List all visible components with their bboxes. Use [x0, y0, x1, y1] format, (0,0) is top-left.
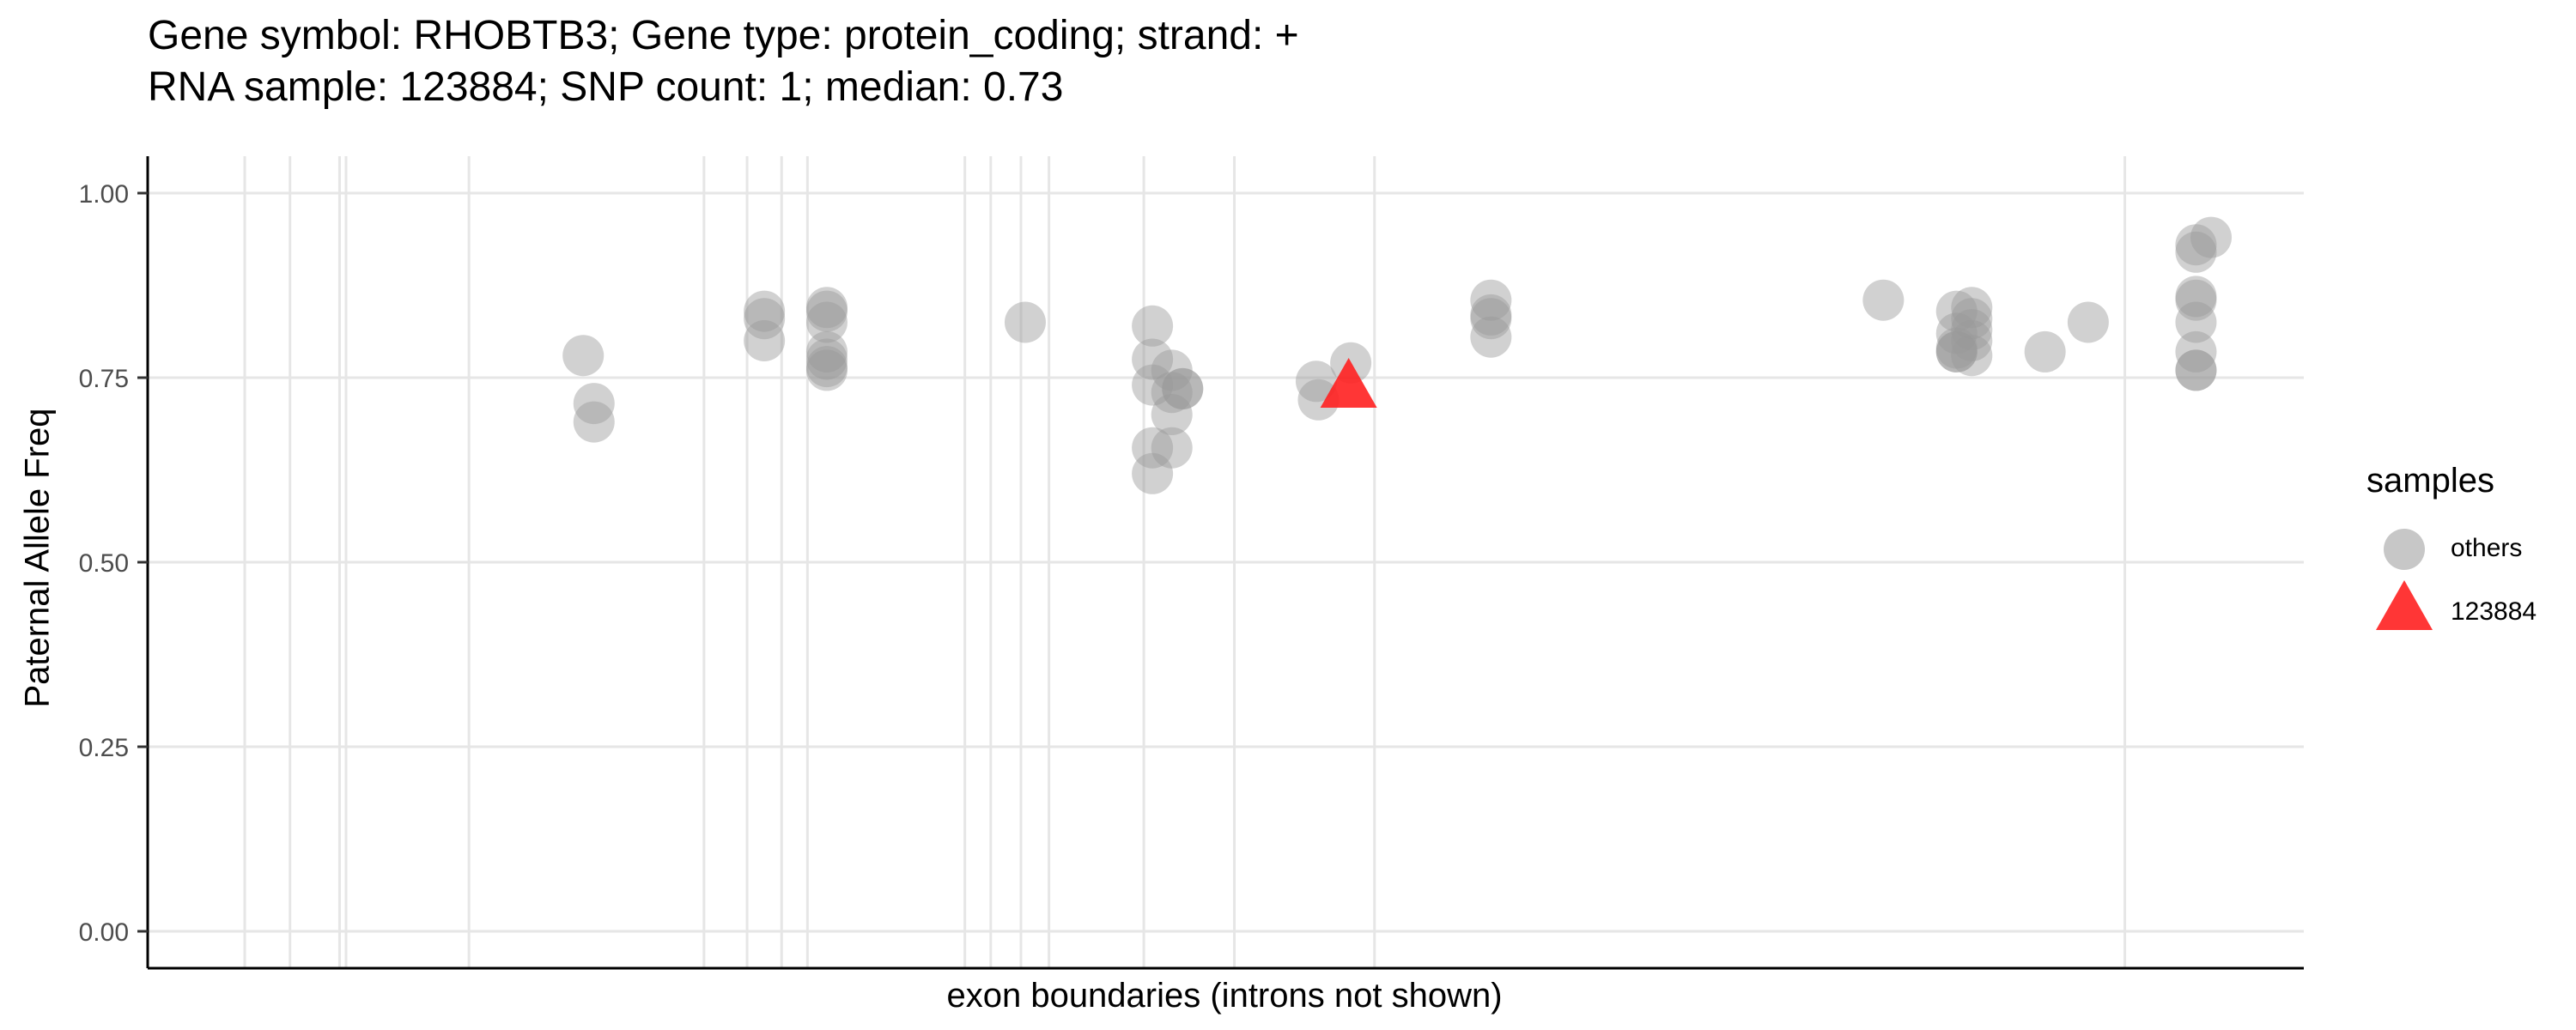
- data-point-others: [2067, 301, 2109, 343]
- data-point-others: [1162, 367, 1204, 409]
- data-point-others: [744, 290, 786, 332]
- y-tick-label: 0.00: [79, 918, 129, 947]
- data-point-others: [1935, 290, 1978, 332]
- chart-title: Gene symbol: RHOBTB3; Gene type: protein…: [148, 13, 1299, 58]
- point-layer: [562, 216, 2233, 494]
- data-point-others: [1295, 360, 1337, 403]
- axis-layer: 0.00 0.25 0.50 0.75 1.00: [79, 156, 2304, 970]
- y-tick-label: 0.75: [79, 365, 129, 393]
- legend-label-others: others: [2451, 534, 2523, 562]
- data-point-others: [1862, 279, 1905, 321]
- data-point-others: [2024, 330, 2066, 373]
- y-axis-label: Paternal Allele Freq: [18, 408, 57, 708]
- data-point-others: [2175, 276, 2217, 318]
- data-point-others: [805, 301, 848, 343]
- chart-subtitle: RNA sample: 123884; SNP count: 1; median…: [148, 64, 1064, 110]
- data-point-others: [2175, 330, 2217, 373]
- data-point-others: [1935, 330, 1978, 373]
- data-point-others: [1951, 298, 1993, 340]
- data-point-others: [2175, 301, 2217, 343]
- data-point-others: [1951, 287, 1993, 329]
- legend-key-others: [2384, 529, 2425, 570]
- data-point-others: [1951, 309, 1993, 351]
- data-point-others: [1935, 327, 1978, 369]
- legend-title: samples: [2366, 462, 2494, 500]
- data-point-others: [805, 290, 848, 332]
- data-point-others: [2175, 349, 2217, 391]
- x-axis-label: exon boundaries (introns not shown): [946, 977, 1503, 1015]
- data-point-others: [1951, 335, 1993, 377]
- data-point-others: [2175, 279, 2217, 321]
- data-point-others: [1151, 349, 1193, 391]
- data-point-others: [744, 298, 786, 340]
- data-point-others: [2175, 231, 2217, 273]
- legend-layer: [2376, 529, 2433, 630]
- y-tick-label: 0.25: [79, 734, 129, 762]
- data-point-others: [805, 338, 848, 380]
- data-point-others: [1132, 452, 1174, 494]
- data-point-others: [1470, 316, 1512, 358]
- y-tick-label: 1.00: [79, 180, 129, 209]
- data-point-others: [1935, 330, 1978, 373]
- data-point-others: [1132, 305, 1174, 347]
- data-point-others: [744, 320, 786, 361]
- grid-layer: [148, 156, 2304, 968]
- data-point-others: [1951, 320, 1993, 361]
- data-point-others: [1151, 372, 1193, 414]
- legend-label-123884: 123884: [2451, 597, 2537, 626]
- data-point-others: [1162, 367, 1204, 409]
- legend-key-123884: [2376, 580, 2433, 630]
- y-tick-label: 0.50: [79, 549, 129, 578]
- data-point-others: [2190, 216, 2233, 258]
- data-point-others: [562, 335, 605, 377]
- data-point-others: [1132, 364, 1174, 406]
- data-point-others: [573, 383, 615, 425]
- data-point-others: [2175, 224, 2217, 266]
- data-point-others: [2175, 349, 2217, 391]
- data-point-others: [1132, 338, 1174, 380]
- data-point-123884: [1320, 357, 1377, 408]
- data-point-others: [1470, 298, 1512, 340]
- data-point-others: [805, 287, 848, 329]
- data-point-others: [1297, 379, 1340, 421]
- data-point-others: [805, 330, 848, 373]
- data-point-others: [1151, 427, 1193, 469]
- data-point-others: [573, 401, 615, 443]
- data-point-others: [805, 346, 848, 388]
- data-point-others: [1470, 294, 1512, 336]
- data-point-others: [805, 349, 848, 391]
- data-point-others: [1004, 301, 1046, 343]
- data-point-others: [1132, 427, 1174, 469]
- data-point-others: [1935, 312, 1978, 354]
- data-point-others: [1151, 394, 1193, 435]
- data-point-others: [1470, 279, 1512, 321]
